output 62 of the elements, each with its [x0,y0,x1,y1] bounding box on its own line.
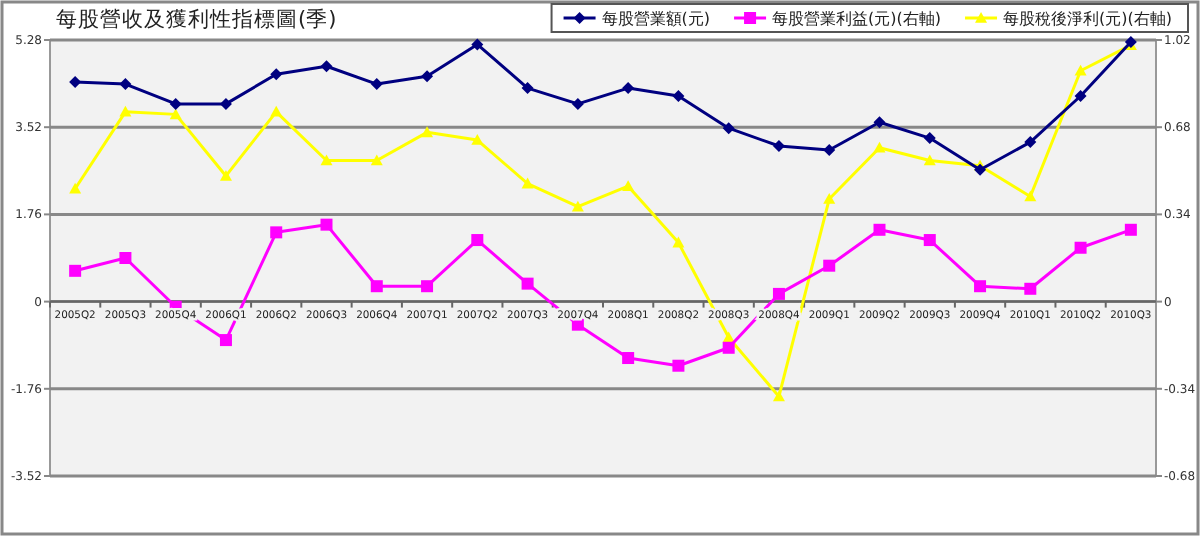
point [421,280,434,293]
point [1074,241,1087,254]
point [722,341,735,354]
point [320,154,333,166]
point [421,126,434,138]
point [672,236,685,248]
point [722,122,735,135]
point [169,108,182,120]
point [270,68,283,81]
point [672,359,685,372]
point [923,132,936,145]
point [119,252,132,264]
point [471,234,484,247]
point [471,38,484,51]
point [823,193,836,204]
point [571,200,584,212]
point [1074,89,1087,102]
point [622,352,635,365]
point [320,218,333,231]
legend-label: 每股營業利益(元)(右軸) [772,10,942,28]
point [622,82,635,95]
point [169,97,182,110]
point [471,134,484,145]
point [672,89,685,102]
point [974,280,987,293]
point [1024,190,1037,202]
point [119,105,132,117]
point [1124,223,1137,236]
point [521,82,534,95]
point [270,105,283,117]
point [69,264,82,277]
point [823,259,836,272]
point [521,277,534,290]
point [69,182,82,194]
point [772,287,785,300]
point [1074,64,1087,76]
point [370,78,383,91]
legend-label: 每股營業額(元) [601,10,711,28]
point [873,141,886,153]
point [823,143,836,156]
point [622,180,635,191]
point [923,234,936,247]
point [974,163,987,176]
point [119,78,132,91]
point [219,169,232,181]
point [1024,136,1037,149]
point [772,140,785,153]
point [571,97,584,110]
point [320,60,333,73]
point [370,280,383,293]
point [219,334,232,347]
point [873,116,886,129]
point [270,226,283,239]
chart-title: 每股營收及獲利性指標圖(季) [56,6,337,32]
point [521,177,534,189]
point [421,70,434,83]
point [923,154,936,166]
point [772,390,785,402]
legend-label: 每股稅後淨利(元)(右軸) [1003,10,1172,28]
point [1024,282,1037,295]
point [873,223,886,236]
point [370,154,383,166]
